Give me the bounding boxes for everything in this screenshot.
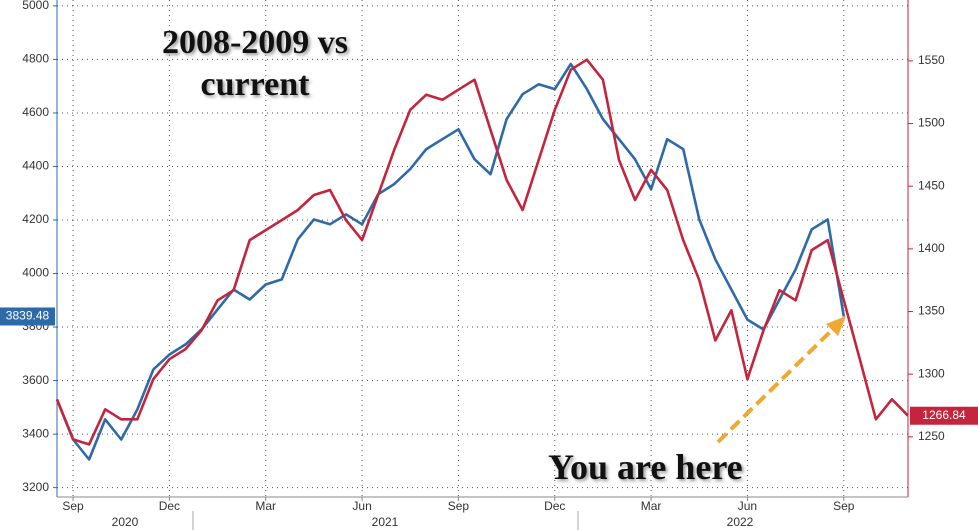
last-value-box (0, 307, 55, 326)
annotation: You are here (548, 447, 743, 487)
y2-tick-label: 1500 (918, 116, 945, 130)
y2-tick-label: 1300 (918, 366, 945, 380)
y-tick-label: 3200 (22, 480, 49, 494)
last-value-label: 3839.48 (6, 309, 50, 323)
y-tick-label: 4200 (22, 212, 49, 226)
x-tick-label: Mar (641, 499, 662, 513)
last-value-label: 1266.84 (922, 408, 966, 422)
series-line (55, 62, 846, 461)
y-tick-label: 3400 (22, 426, 49, 440)
series-line (55, 58, 909, 446)
x-tick-label: Dec (159, 499, 180, 513)
year-label: 2022 (727, 515, 754, 529)
x-tick-label: Dec (544, 499, 565, 513)
x-tick-label: Sep (62, 499, 84, 513)
y-tick-label: 4400 (22, 159, 49, 173)
year-label: 2020 (112, 515, 139, 529)
y2-tick-label: 1550 (918, 53, 945, 67)
y2-tick-label: 1400 (918, 241, 945, 255)
y-tick-label: 5000 (22, 0, 49, 12)
y-tick-label: 4600 (22, 105, 49, 119)
arrow-head (826, 316, 846, 336)
x-tick-label: Sep (448, 499, 470, 513)
y2-tick-label: 1450 (918, 178, 945, 192)
chart-title: 2008-2009 vs current (161, 24, 349, 103)
x-tick-label: Jun (738, 499, 757, 513)
x-tick-label: Mar (255, 499, 276, 513)
y-tick-label: 4000 (22, 266, 49, 280)
x-tick-label: Sep (833, 499, 855, 513)
y2-tick-label: 1250 (918, 429, 945, 443)
year-label: 2021 (372, 515, 399, 529)
y-tick-label: 4800 (22, 52, 49, 66)
arrow (716, 328, 834, 444)
y2-tick-label: 1350 (918, 304, 945, 318)
last-value-box (910, 406, 978, 425)
x-tick-label: Jun (352, 499, 371, 513)
y-tick-label: 3600 (22, 373, 49, 387)
